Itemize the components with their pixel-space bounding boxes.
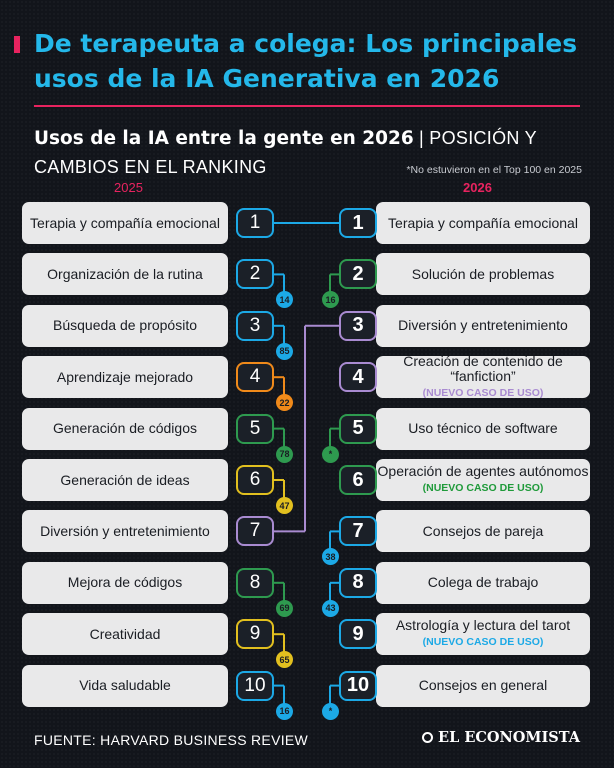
left-rank-number: 7 <box>236 516 274 547</box>
left-rank-number: 5 <box>236 413 274 444</box>
right-rank-number: 1 <box>339 208 377 238</box>
left-new-rank-badge: 47 <box>276 497 293 514</box>
left-new-rank-badge: 69 <box>276 599 293 617</box>
right-rank-number: 4 <box>339 362 377 393</box>
year-label-2026: 2026 <box>463 180 492 195</box>
right-row-box: Terapia y compañía emocional <box>376 202 590 244</box>
left-new-rank-badge: 78 <box>276 445 293 463</box>
right-row-box: Astrología y lectura del tarot (NUEVO CAS… <box>376 613 590 656</box>
publisher-logo: EL ECONOMISTA <box>422 729 580 746</box>
left-row-box: Vida saludable <box>22 664 228 707</box>
right-rank-number: 5 <box>339 413 377 444</box>
logo-emblem-icon <box>422 732 434 743</box>
right-row-box: Operación de agentes autónomos (NUEVO CAS… <box>376 459 590 501</box>
left-rank-number: 2 <box>236 259 274 290</box>
left-new-rank-badge: 16 <box>276 702 293 720</box>
right-row-box: Consejos de pareja <box>376 510 590 553</box>
new-use-case-tag: (NUEVO CASO DE USO) <box>422 386 544 399</box>
left-row-label: Aprendizaje mejorado <box>56 368 194 385</box>
left-row-box: Creatividad <box>22 613 228 656</box>
right-row-label: Solución de problemas <box>411 265 555 282</box>
right-prev-rank-badge: 38 <box>322 548 339 566</box>
right-prev-rank-badge: * <box>322 445 339 463</box>
left-row-label: Organización de la rutina <box>47 265 203 282</box>
right-prev-rank-badge: 16 <box>322 291 339 309</box>
right-row-label: Consejos de pareja <box>422 522 544 539</box>
right-row-box: Solución de problemas <box>376 253 590 296</box>
right-row-label: Diversión y entretenimiento <box>398 317 568 334</box>
year-label-2025: 2025 <box>114 180 143 195</box>
right-rank-number: 9 <box>339 619 377 650</box>
left-row-box: Terapia y compañía emocional <box>22 202 228 244</box>
left-row-box: Generación de ideas <box>22 459 228 501</box>
new-use-case-tag: (NUEVO CASO DE USO) <box>422 482 544 494</box>
right-row-label: Consejos en general <box>418 677 548 694</box>
left-new-rank-badge: 22 <box>276 394 293 412</box>
left-row-box: Búsqueda de propósito <box>22 304 228 347</box>
title-accent-bar <box>14 36 20 53</box>
left-row-label: Terapia y compañía emocional <box>30 214 220 231</box>
left-row-label: Diversión y entretenimiento <box>40 522 210 539</box>
left-row-box: Mejora de códigos <box>22 561 228 604</box>
subtitle-separator: | <box>413 128 430 148</box>
left-rank-number: 1 <box>236 208 274 238</box>
new-use-case-tag: (NUEVO CASO DE USO) <box>422 636 544 649</box>
left-new-rank-badge: 65 <box>276 651 293 669</box>
chart-subtitle: Usos de la IA entre la gente en 2026 | P… <box>34 124 594 182</box>
right-row-label: Creación de contenido de “fanfiction” <box>403 352 563 384</box>
right-row-label: Terapia y compañía emocional <box>388 214 578 231</box>
left-row-box: Aprendizaje mejorado <box>22 356 228 399</box>
subtitle-secondary: POSICIÓN Y CAMBIOS EN EL RANKING <box>34 128 537 177</box>
right-rank-number: 3 <box>339 310 377 341</box>
left-row-label: Mejora de códigos <box>67 574 183 591</box>
left-row-label: Creatividad <box>89 625 161 642</box>
left-row-label: Búsqueda de propósito <box>53 317 197 334</box>
left-new-rank-badge: 14 <box>276 291 293 309</box>
left-rank-number: 10 <box>236 670 274 701</box>
left-rank-number: 6 <box>236 465 274 495</box>
right-prev-rank-badge: 43 <box>322 599 339 617</box>
left-row-box: Organización de la rutina <box>22 253 228 296</box>
right-row-label: Operación de agentes autónomos <box>377 463 589 479</box>
right-rank-number: 10 <box>339 670 377 701</box>
right-row-box: Creación de contenido de “fanfiction” (NU… <box>376 352 590 399</box>
left-row-box: Diversión y entretenimiento <box>22 510 228 553</box>
footnote-not-in-top-100: *No estuvieron en el Top 100 en 2025 <box>406 164 582 176</box>
right-row-box: Consejos en general <box>376 664 590 707</box>
subtitle-main: Usos de la IA entre la gente en 2026 <box>34 128 414 149</box>
left-new-rank-badge: 85 <box>276 342 293 360</box>
right-row-box: Uso técnico de software <box>376 407 590 450</box>
right-rank-number: 6 <box>339 465 377 495</box>
right-row-label: Uso técnico de software <box>408 420 558 437</box>
right-row-label: Colega de trabajo <box>427 574 539 591</box>
left-row-label: Vida saludable <box>79 677 171 694</box>
left-row-label: Generación de códigos <box>53 420 197 437</box>
left-rank-number: 4 <box>236 362 274 393</box>
right-row-label: Astrología y lectura del tarot <box>395 617 571 634</box>
left-rank-number: 8 <box>236 567 274 598</box>
left-rank-number: 9 <box>236 619 274 650</box>
right-rank-number: 2 <box>339 259 377 290</box>
right-rank-number: 8 <box>339 567 377 598</box>
title-divider <box>34 105 580 107</box>
right-rank-number: 7 <box>339 516 377 547</box>
right-prev-rank-badge: * <box>322 702 339 720</box>
left-rank-number: 3 <box>236 310 274 341</box>
logo-text: EL ECONOMISTA <box>438 729 580 746</box>
right-row-box: Colega de trabajo <box>376 561 590 604</box>
source-credit: FUENTE: HARVARD BUSINESS REVIEW <box>34 732 309 748</box>
right-row-box: Diversión y entretenimiento <box>376 304 590 347</box>
left-row-label: Generación de ideas <box>60 471 190 488</box>
page-title: De terapeuta a colega: Los principales u… <box>34 29 578 93</box>
left-row-box: Generación de códigos <box>22 407 228 450</box>
